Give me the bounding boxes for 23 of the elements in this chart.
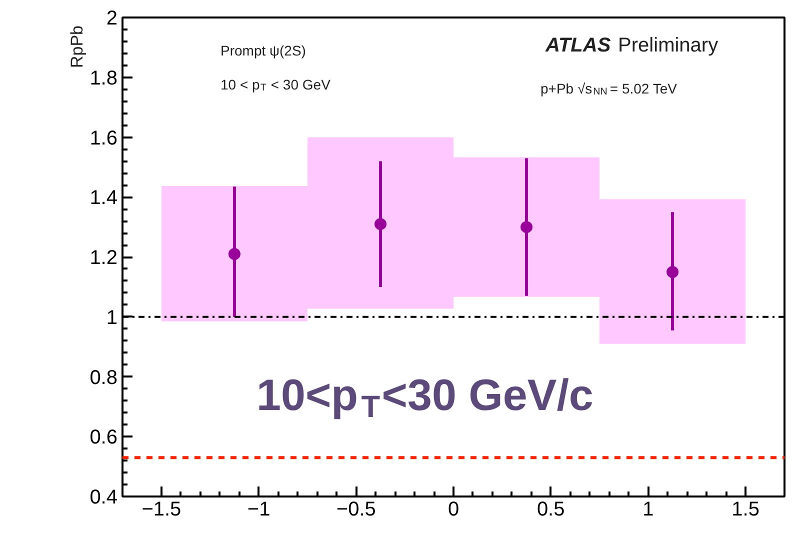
point <box>520 221 533 234</box>
y-tick-label: 0.4 <box>90 486 118 508</box>
y-tick-label: 1.2 <box>90 247 118 269</box>
annotation: Prompt ψ(2S) <box>220 42 306 58</box>
point <box>374 218 386 230</box>
x-tick-label: −1.5 <box>142 498 182 520</box>
y-tick-label: 2 <box>106 8 118 30</box>
y-tick-label: 1.6 <box>90 127 118 150</box>
y-tick-label: 0.8 <box>90 366 118 389</box>
point <box>228 248 240 260</box>
y-tick-label: 1.4 <box>90 187 118 210</box>
y-axis-title: RpPb <box>68 25 86 68</box>
y-tick-label: 1.8 <box>90 67 118 90</box>
x-tick-label: 1.5 <box>732 498 760 520</box>
y-tick-label: 0.6 <box>90 426 118 449</box>
point <box>666 266 679 278</box>
x-tick-label: 0 <box>448 498 460 520</box>
annotation: ATLAS Preliminary <box>544 34 718 56</box>
x-tick-label: 0.5 <box>536 498 565 520</box>
x-tick-label: −0.5 <box>336 498 376 520</box>
y-tick-label: 1 <box>106 306 118 329</box>
x-tick-label: 1 <box>642 498 654 520</box>
x-tick-label: −1 <box>247 498 270 520</box>
